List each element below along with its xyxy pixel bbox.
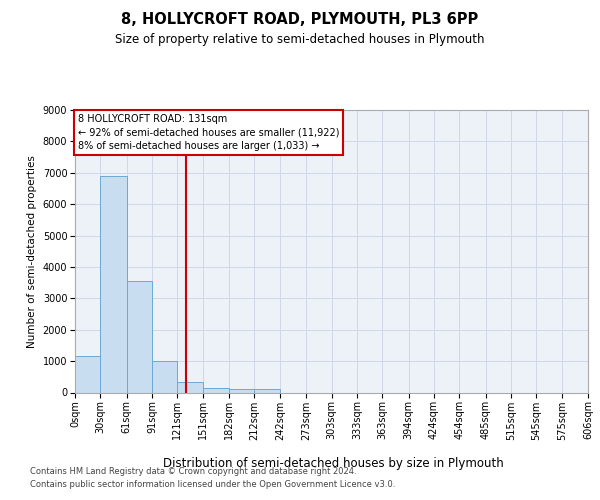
- Bar: [75, 356, 100, 392]
- Bar: [100, 176, 127, 392]
- Text: Contains HM Land Registry data © Crown copyright and database right 2024.: Contains HM Land Registry data © Crown c…: [30, 467, 356, 476]
- Y-axis label: Number of semi-detached properties: Number of semi-detached properties: [27, 155, 37, 348]
- Text: Contains public sector information licensed under the Open Government Licence v3: Contains public sector information licen…: [30, 480, 395, 489]
- Text: 8, HOLLYCROFT ROAD, PLYMOUTH, PL3 6PP: 8, HOLLYCROFT ROAD, PLYMOUTH, PL3 6PP: [121, 12, 479, 28]
- Text: Distribution of semi-detached houses by size in Plymouth: Distribution of semi-detached houses by …: [163, 458, 503, 470]
- Text: Size of property relative to semi-detached houses in Plymouth: Size of property relative to semi-detach…: [115, 32, 485, 46]
- Bar: [229, 390, 254, 392]
- Bar: [152, 361, 178, 392]
- Bar: [203, 388, 229, 392]
- Bar: [127, 281, 152, 392]
- Text: 8 HOLLYCROFT ROAD: 131sqm
← 92% of semi-detached houses are smaller (11,922)
8% : 8 HOLLYCROFT ROAD: 131sqm ← 92% of semi-…: [77, 114, 339, 150]
- Bar: [254, 390, 280, 392]
- Bar: [178, 382, 203, 392]
